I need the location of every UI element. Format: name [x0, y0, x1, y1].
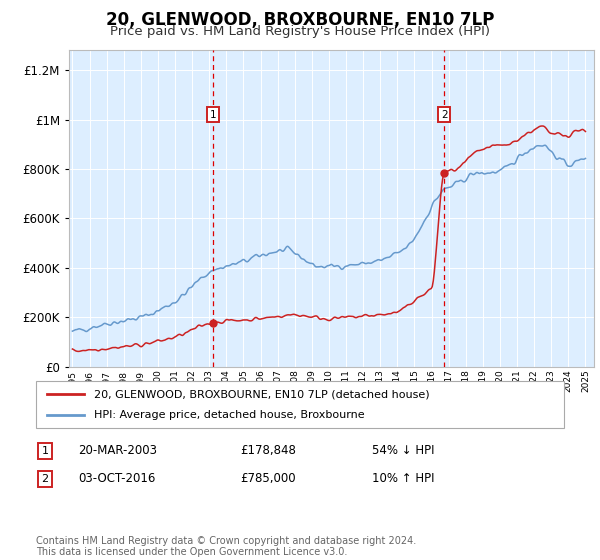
Text: 03-OCT-2016: 03-OCT-2016 — [78, 472, 155, 486]
Text: Price paid vs. HM Land Registry's House Price Index (HPI): Price paid vs. HM Land Registry's House … — [110, 25, 490, 38]
Text: 1: 1 — [41, 446, 49, 456]
Text: 20, GLENWOOD, BROXBOURNE, EN10 7LP (detached house): 20, GLENWOOD, BROXBOURNE, EN10 7LP (deta… — [94, 389, 430, 399]
Text: 2: 2 — [41, 474, 49, 484]
Text: 54% ↓ HPI: 54% ↓ HPI — [372, 444, 434, 458]
FancyBboxPatch shape — [36, 381, 564, 428]
Text: 20, GLENWOOD, BROXBOURNE, EN10 7LP: 20, GLENWOOD, BROXBOURNE, EN10 7LP — [106, 11, 494, 29]
Text: 10% ↑ HPI: 10% ↑ HPI — [372, 472, 434, 486]
Text: £178,848: £178,848 — [240, 444, 296, 458]
Text: 2: 2 — [441, 110, 448, 120]
Text: HPI: Average price, detached house, Broxbourne: HPI: Average price, detached house, Brox… — [94, 410, 365, 420]
Text: Contains HM Land Registry data © Crown copyright and database right 2024.
This d: Contains HM Land Registry data © Crown c… — [36, 535, 416, 557]
Text: 1: 1 — [209, 110, 217, 120]
Text: 20-MAR-2003: 20-MAR-2003 — [78, 444, 157, 458]
Text: £785,000: £785,000 — [240, 472, 296, 486]
